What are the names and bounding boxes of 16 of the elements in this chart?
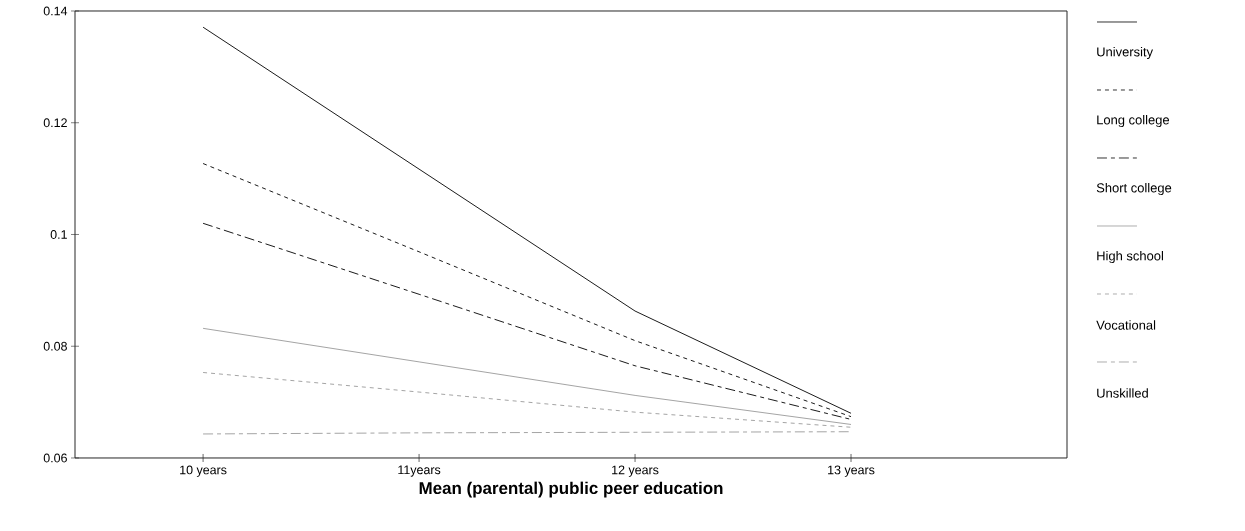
text: High school	[1097, 250, 1163, 264]
text: Vocational	[1096, 320, 1156, 330]
x-tick-label: 10 years	[180, 465, 227, 477]
y-tick-label: 0.12	[43, 118, 67, 128]
y-tick-label: 0.06	[43, 453, 67, 463]
y-tick-label: 0.1	[50, 230, 67, 239]
text: Short college	[1096, 182, 1172, 196]
x-tick-label: 11years	[398, 465, 441, 477]
x-axis-title: Mean (parental) public peer education	[419, 481, 723, 498]
x-tick-label: 12 years	[612, 465, 659, 477]
text: University	[1097, 46, 1154, 60]
y-tick-label: 0.08	[43, 341, 67, 351]
text: Unskilled	[1097, 388, 1148, 398]
y-tick-label: 0.14	[43, 6, 68, 16]
x-tick-label: 13 years	[828, 465, 875, 477]
text: Long college	[1097, 114, 1170, 128]
